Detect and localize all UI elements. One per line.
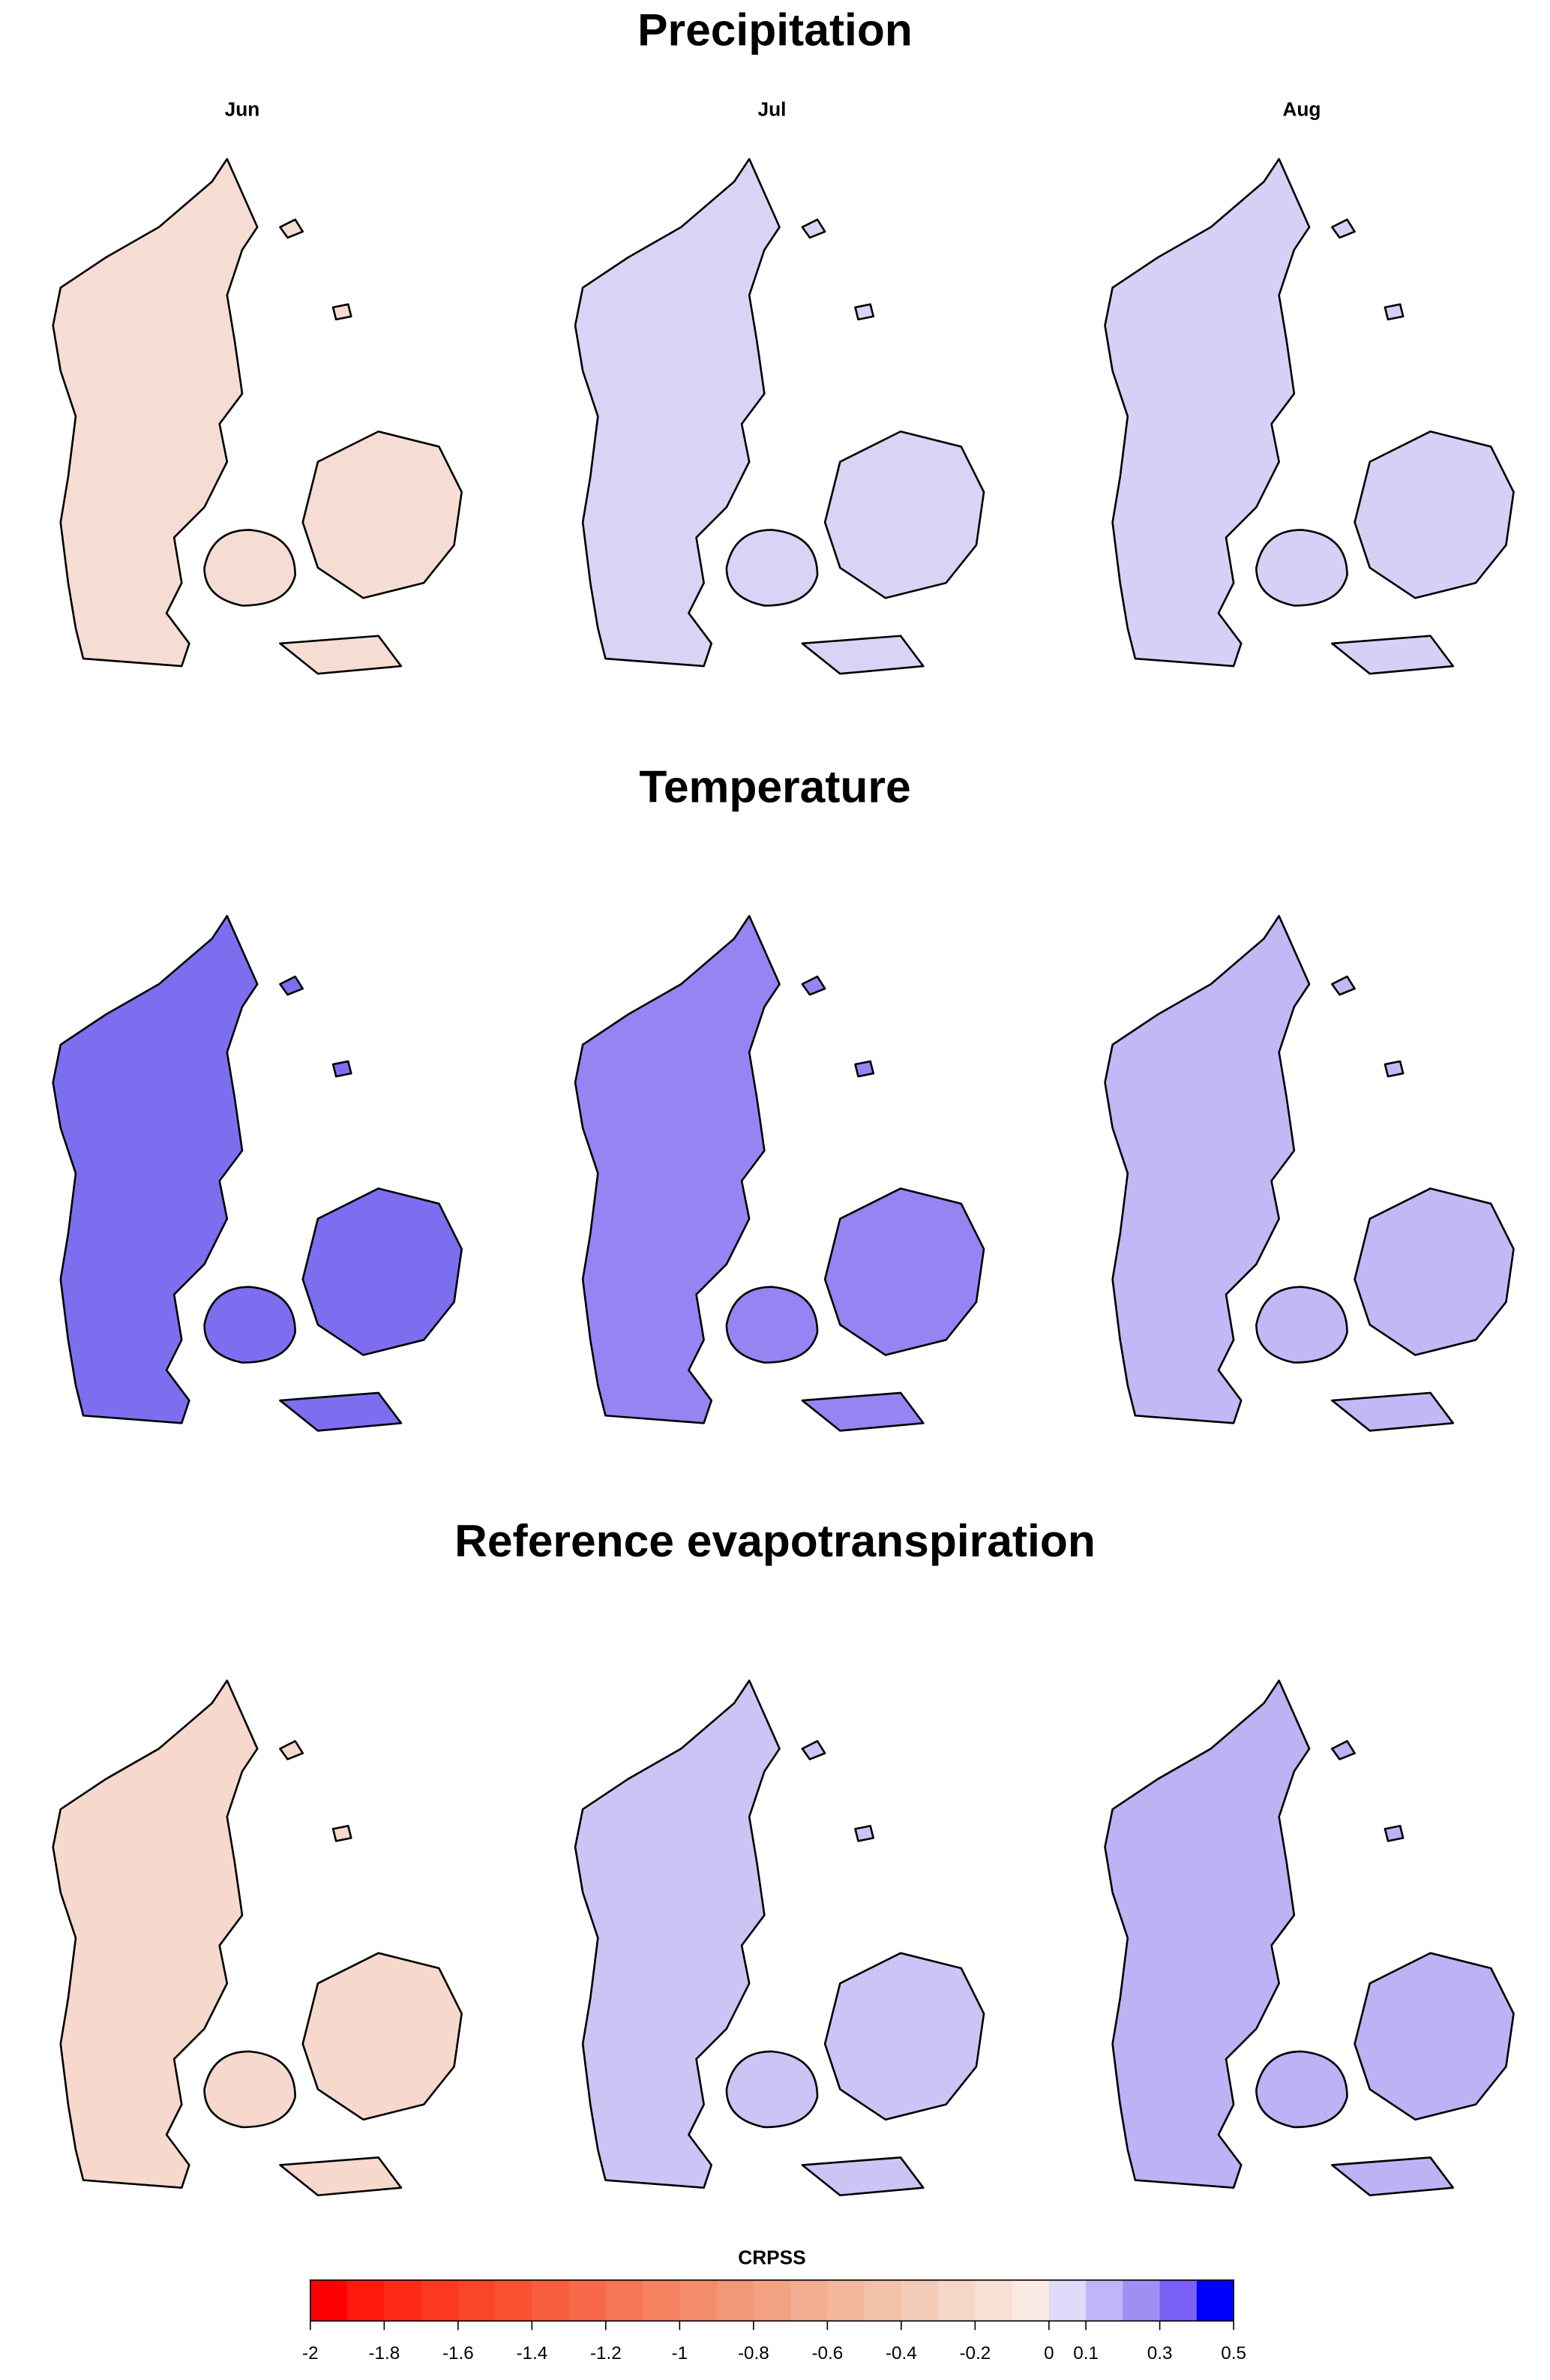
colorbar-bin bbox=[495, 2279, 532, 2321]
colorbar-frame bbox=[310, 2279, 1234, 2322]
colorbar-bin bbox=[938, 2279, 976, 2321]
colorbar-tick-label: -0.6 bbox=[811, 2343, 843, 2363]
colorbar-tick-label: -2 bbox=[302, 2343, 319, 2363]
month-label: Jun bbox=[225, 98, 260, 120]
section-title: Reference evapotranspiration bbox=[454, 1515, 1096, 1566]
colorbar-tick-label: -0.8 bbox=[738, 2343, 769, 2363]
colorbar-bin bbox=[568, 2279, 607, 2321]
map-panel bbox=[1104, 1679, 1515, 2197]
colorbar-bin bbox=[716, 2279, 754, 2321]
colorbar-tick-label: -1.6 bbox=[442, 2343, 474, 2363]
colorbar-tick-label: 0.3 bbox=[1147, 2343, 1173, 2363]
map-panel bbox=[1104, 158, 1515, 675]
map-fill bbox=[575, 916, 985, 1431]
colorbar-bin bbox=[1196, 2279, 1234, 2321]
colorbar-bin bbox=[1048, 2279, 1087, 2321]
map-panel bbox=[574, 1679, 985, 2197]
colorbar-bin bbox=[1123, 2279, 1161, 2321]
colorbar-tick-label: -0.2 bbox=[959, 2343, 991, 2363]
month-label: Aug bbox=[1282, 98, 1321, 120]
colorbar-bin bbox=[679, 2279, 718, 2321]
colorbar-bin bbox=[310, 2279, 348, 2321]
colorbar-bin bbox=[457, 2279, 496, 2321]
colorbar-bin bbox=[1086, 2279, 1123, 2321]
colorbar-bin bbox=[384, 2279, 422, 2321]
colorbar-bin bbox=[605, 2279, 643, 2321]
colorbar-bin bbox=[347, 2279, 385, 2321]
colorbar-title: CRPSS bbox=[738, 2246, 805, 2268]
map-panel bbox=[52, 1679, 463, 2197]
colorbar-bin bbox=[827, 2279, 865, 2321]
map-fill bbox=[575, 158, 985, 674]
colorbar-bin bbox=[532, 2279, 570, 2321]
section-title: Temperature bbox=[639, 761, 910, 812]
colorbar-bin bbox=[975, 2279, 1013, 2321]
section-title: Precipitation bbox=[637, 4, 913, 55]
map-panel bbox=[574, 914, 985, 1432]
map-fill bbox=[1105, 916, 1514, 1431]
map-fill bbox=[52, 1680, 462, 2195]
colorbar-tick-label: 0 bbox=[1044, 2343, 1054, 2363]
colorbar-tick-label: -0.4 bbox=[886, 2343, 917, 2363]
colorbar-bin bbox=[1159, 2279, 1198, 2321]
map-fill bbox=[1105, 158, 1514, 674]
map-panel bbox=[1104, 914, 1515, 1432]
map-fill bbox=[52, 916, 462, 1431]
colorbar-bin bbox=[864, 2279, 902, 2321]
colorbar-tick-label: -1.8 bbox=[368, 2343, 400, 2363]
colorbar-tick-label: -1.4 bbox=[516, 2343, 547, 2363]
colorbar-tick-label: -1 bbox=[672, 2343, 688, 2363]
map-fill bbox=[52, 158, 462, 674]
month-label: Jul bbox=[758, 98, 787, 120]
colorbar-tick-label: 0.5 bbox=[1221, 2343, 1246, 2363]
map-panel bbox=[574, 158, 985, 675]
colorbar-bin bbox=[790, 2279, 828, 2321]
map-panel bbox=[52, 914, 463, 1432]
colorbar-bin bbox=[753, 2279, 791, 2321]
colorbar-tick-label: 0.1 bbox=[1073, 2343, 1099, 2363]
colorbar-bin bbox=[901, 2279, 939, 2321]
map-fill bbox=[1105, 1680, 1514, 2195]
colorbar-bin bbox=[421, 2279, 459, 2321]
colorbar-bin bbox=[1012, 2279, 1050, 2321]
map-panel bbox=[52, 158, 463, 675]
map-fill bbox=[575, 1680, 985, 2195]
colorbar-tick-label: -1.2 bbox=[590, 2343, 622, 2363]
colorbar-bin bbox=[643, 2279, 680, 2321]
